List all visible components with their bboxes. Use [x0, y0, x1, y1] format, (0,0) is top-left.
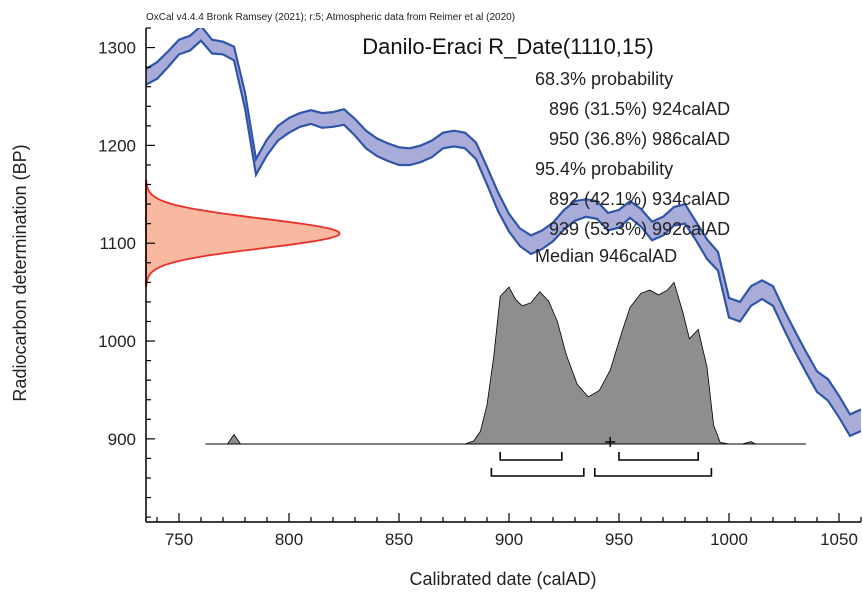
- range-95-bracket-1: [490, 468, 585, 477]
- y-tick-label: 900: [108, 430, 136, 449]
- y-axis-title: Radiocarbon determination (BP): [10, 144, 30, 401]
- range-95-bracket-2: [594, 468, 713, 477]
- y-tick-label: 1100: [99, 234, 136, 253]
- x-tick-label: 1050: [820, 530, 858, 549]
- probability-range-layer: [490, 452, 713, 477]
- calibration-upper-edge: [146, 28, 861, 416]
- x-tick-label: 1000: [710, 530, 748, 549]
- y-tick-label: 1300: [98, 39, 136, 58]
- radiocarbon-distribution-layer: [145, 179, 341, 288]
- probability-95-range-1: 892 (42.1%) 934calAD: [549, 189, 730, 209]
- y-tick-label: 1000: [98, 332, 136, 351]
- probability-68-heading: 68.3% probability: [535, 69, 673, 89]
- sample-title: Danilo-Eraci R_Date(1110,15): [362, 34, 653, 59]
- posterior-distribution-layer: [205, 281, 806, 447]
- probability-68-range-2: 950 (36.8%) 986calAD: [549, 129, 730, 149]
- x-tick-label: 750: [165, 530, 193, 549]
- median-label: Median 946calAD: [535, 246, 677, 266]
- calibration-curve-layer: [146, 28, 861, 438]
- axes-layer: 900 1000 1100 1200 1300 750 800 850 900 950 1000 10…: [98, 27, 862, 549]
- x-tick-label: 950: [605, 530, 633, 549]
- calibration-lower-edge: [146, 39, 861, 438]
- range-68-bracket-1: [499, 452, 563, 461]
- x-tick-label: 850: [385, 530, 413, 549]
- y-tick-label: 1200: [98, 136, 136, 155]
- x-tick-label: 900: [495, 530, 523, 549]
- probability-68-range-1: 896 (31.5%) 924calAD: [549, 99, 730, 119]
- header-note: OxCal v4.4.4 Bronk Ramsey (2021); r:5; A…: [146, 12, 515, 23]
- x-tick-label: 800: [275, 530, 303, 549]
- x-axis-title: Calibrated date (calAD): [409, 569, 596, 589]
- posterior-distribution: [205, 281, 806, 445]
- probability-95-heading: 95.4% probability: [535, 159, 673, 179]
- radiocarbon-distribution: [145, 179, 341, 288]
- probability-95-range-2: 939 (53.3%) 992calAD: [549, 219, 730, 239]
- range-68-bracket-2: [618, 452, 699, 461]
